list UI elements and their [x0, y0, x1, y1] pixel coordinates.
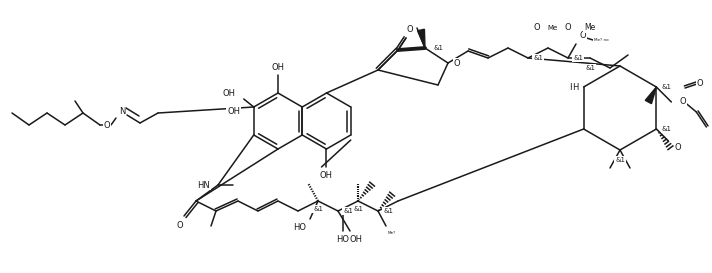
Text: &1: &1 — [661, 126, 671, 132]
Text: HO: HO — [337, 235, 350, 244]
Text: &1: &1 — [313, 206, 323, 212]
Text: O: O — [696, 79, 703, 88]
Polygon shape — [417, 29, 425, 48]
Text: Me? no: Me? no — [594, 38, 608, 42]
Text: &1: &1 — [533, 55, 543, 61]
Text: &1: &1 — [343, 208, 353, 214]
Text: OH: OH — [271, 63, 285, 72]
Text: Me: Me — [584, 23, 595, 32]
Text: O: O — [104, 120, 110, 129]
Text: OH: OH — [227, 106, 240, 115]
Text: &1: &1 — [433, 45, 443, 51]
Text: Me: Me — [547, 25, 557, 31]
Text: OH: OH — [350, 235, 362, 244]
Text: O: O — [407, 25, 413, 34]
Text: HN: HN — [197, 180, 210, 189]
Text: O: O — [565, 23, 571, 32]
Text: O: O — [674, 143, 681, 152]
Text: Me?: Me? — [388, 231, 396, 235]
Text: &1: &1 — [661, 84, 671, 90]
Text: OH: OH — [320, 171, 333, 180]
Text: O: O — [533, 23, 540, 32]
Text: O: O — [177, 221, 183, 230]
Text: OH: OH — [223, 88, 236, 97]
Text: &1: &1 — [353, 206, 363, 212]
Text: O: O — [679, 97, 686, 106]
Text: H: H — [570, 82, 575, 91]
Text: &1: &1 — [585, 65, 595, 71]
Text: HO: HO — [293, 222, 306, 232]
Text: O: O — [580, 31, 587, 40]
Text: OH: OH — [271, 63, 285, 72]
Polygon shape — [645, 87, 656, 104]
Text: N: N — [119, 106, 125, 115]
Text: &1: &1 — [573, 55, 583, 61]
Text: H: H — [572, 82, 579, 91]
Text: &1: &1 — [383, 208, 393, 214]
Text: O: O — [454, 58, 461, 67]
Text: &1: &1 — [615, 157, 625, 163]
